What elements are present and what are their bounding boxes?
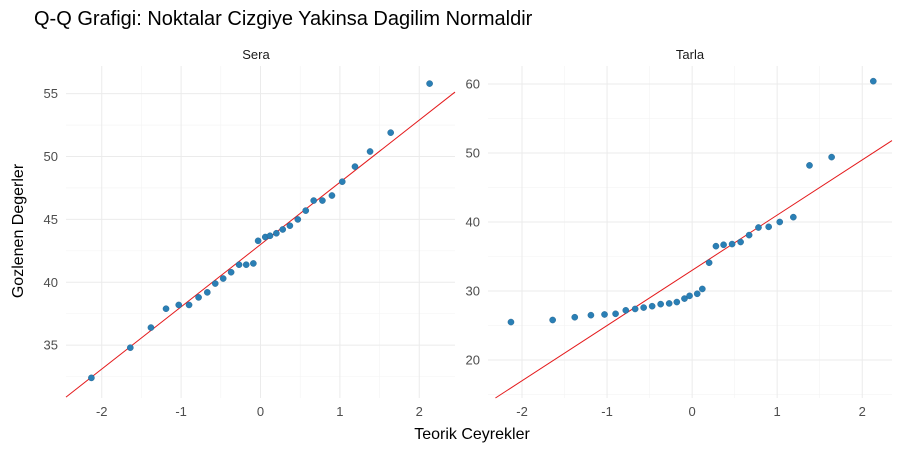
- sera-data-point: [204, 289, 211, 296]
- sera-data-point: [162, 305, 170, 313]
- sera-x-tick-label: 1: [336, 404, 343, 419]
- tarla-data-point: [587, 311, 595, 319]
- sera-data-point: [127, 344, 134, 351]
- tarla-data-point: [681, 295, 688, 302]
- tarla-data-point: [790, 213, 797, 221]
- panel-tarla-strip-label: Tarla: [676, 47, 705, 62]
- panel-tarla: -2 -1 0 1 2 20 30 40 50 60: [466, 66, 893, 419]
- sera-data-point: [211, 280, 219, 287]
- sera-data-point: [235, 261, 243, 268]
- sera-y-tick-label: 35: [44, 338, 58, 353]
- tarla-data-point: [507, 318, 515, 326]
- tarla-data-point: [776, 218, 784, 226]
- sera-data-point: [286, 222, 294, 230]
- tarla-x-tick-label: 0: [689, 404, 696, 419]
- tarla-y-tick-label: 30: [466, 284, 480, 299]
- tarla-data-point: [828, 153, 835, 161]
- sera-y-tick-label: 55: [44, 86, 58, 101]
- sera-x-tick-label: 2: [416, 404, 423, 419]
- sera-data-point: [328, 192, 336, 199]
- sera-x-tick-label: -1: [175, 404, 187, 419]
- panel-sera-strip-label: Sera: [242, 47, 270, 62]
- tarla-x-tick-label: -2: [516, 404, 528, 419]
- tarla-data-point: [737, 238, 744, 246]
- tarla-data-point: [712, 242, 720, 250]
- tarla-data-point: [686, 292, 693, 300]
- tarla-data-point: [869, 77, 877, 85]
- sera-data-point: [338, 178, 346, 185]
- sera-x-tick-label: 0: [257, 404, 264, 419]
- panel-sera: -2 -1 0 1 2 35 40 45 50 55: [44, 66, 456, 419]
- sera-data-point: [273, 229, 280, 237]
- tarla-data-point: [665, 300, 673, 307]
- tarla-data-point: [806, 162, 813, 169]
- sera-data-point: [254, 237, 262, 245]
- sera-data-point: [426, 80, 433, 87]
- tarla-data-point: [648, 302, 656, 310]
- tarla-data-point: [549, 316, 556, 324]
- tarla-data-point: [601, 311, 608, 318]
- sera-data-point: [250, 260, 257, 267]
- tarla-data-point: [631, 305, 639, 313]
- sera-data-point: [219, 275, 227, 282]
- tarla-data-point: [728, 240, 736, 248]
- sera-y-tick-label: 50: [44, 149, 58, 164]
- sera-data-point: [242, 261, 250, 268]
- tarla-data-point: [673, 298, 681, 306]
- sera-data-point: [294, 216, 302, 223]
- tarla-data-point: [693, 290, 701, 298]
- tarla-data-point: [612, 310, 619, 318]
- tarla-data-point: [622, 307, 630, 314]
- tarla-data-point: [745, 231, 753, 239]
- chart-title: Q-Q Grafigi: Noktalar Cizgiye Yakinsa Da…: [34, 8, 533, 30]
- tarla-y-tick-label: 50: [466, 145, 480, 160]
- tarla-x-tick-label: 1: [774, 404, 781, 419]
- sera-data-point: [279, 226, 287, 233]
- tarla-data-point: [657, 300, 664, 308]
- sera-data-point: [266, 232, 274, 240]
- sera-data-point: [387, 129, 394, 136]
- sera-y-tick-label: 40: [44, 275, 58, 290]
- tarla-data-point: [699, 285, 706, 293]
- sera-data-point: [319, 197, 326, 204]
- tarla-data-point: [640, 304, 647, 311]
- tarla-x-tick-label: -1: [601, 404, 613, 419]
- sera-data-point: [366, 148, 374, 155]
- sera-data-point: [147, 324, 155, 331]
- tarla-y-tick-label: 60: [466, 76, 480, 91]
- tarla-data-point: [720, 241, 727, 249]
- tarla-data-point: [755, 224, 762, 231]
- tarla-y-tick-label: 20: [466, 353, 480, 368]
- sera-data-point: [195, 294, 202, 301]
- sera-data-point: [351, 163, 359, 170]
- tarla-reference-line: [495, 140, 893, 399]
- tarla-data-point: [705, 259, 713, 267]
- sera-y-tick-label: 45: [44, 212, 58, 227]
- sera-data-point: [185, 301, 193, 309]
- tarla-x-tick-label: 2: [859, 404, 866, 419]
- tarla-data-point: [571, 313, 579, 321]
- tarla-y-tick-label: 40: [466, 214, 480, 229]
- sera-data-point: [88, 374, 95, 382]
- sera-x-tick-label: -2: [96, 404, 108, 419]
- x-axis-title: Teorik Ceyrekler: [414, 426, 530, 443]
- sera-data-point: [175, 301, 183, 309]
- sera-data-point: [227, 268, 235, 276]
- y-axis-title: Gozlenen Degerler: [10, 163, 27, 298]
- tarla-data-point: [765, 223, 772, 231]
- sera-data-point: [302, 207, 310, 214]
- sera-data-point: [310, 197, 317, 204]
